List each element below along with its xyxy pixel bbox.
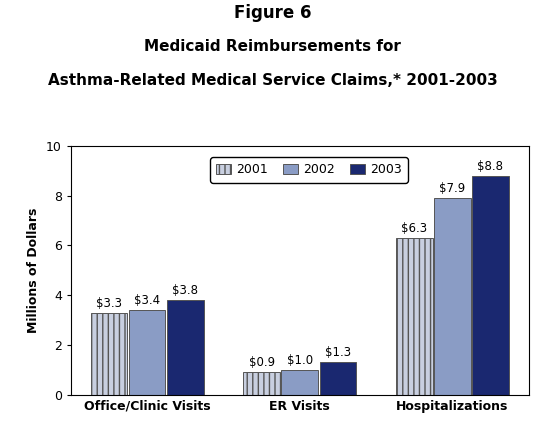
Bar (434, 198, 471, 395)
Bar (396, 238, 433, 395)
Bar (90, 313, 128, 395)
Y-axis label: Millions of Dollars: Millions of Dollars (27, 208, 40, 333)
Bar (472, 176, 509, 395)
Text: $6.3: $6.3 (401, 222, 427, 235)
Bar (167, 300, 204, 395)
Text: $3.4: $3.4 (134, 294, 160, 307)
Bar (129, 310, 166, 395)
Text: Figure 6: Figure 6 (234, 4, 311, 22)
Legend: 2001, 2002, 2003: 2001, 2002, 2003 (210, 157, 408, 183)
Bar (281, 370, 318, 395)
Text: $1.0: $1.0 (287, 354, 313, 367)
Text: $0.9: $0.9 (249, 356, 275, 369)
Text: $1.3: $1.3 (325, 346, 351, 360)
Text: $3.3: $3.3 (96, 296, 122, 310)
Bar (319, 363, 356, 395)
Text: Medicaid Reimbursements for: Medicaid Reimbursements for (144, 39, 401, 54)
Text: $7.9: $7.9 (439, 182, 465, 195)
Text: $8.8: $8.8 (477, 160, 504, 173)
Text: Asthma-Related Medical Service Claims,* 2001-2003: Asthma-Related Medical Service Claims,* … (47, 73, 498, 88)
Bar (243, 372, 280, 395)
Text: $3.8: $3.8 (172, 284, 198, 297)
